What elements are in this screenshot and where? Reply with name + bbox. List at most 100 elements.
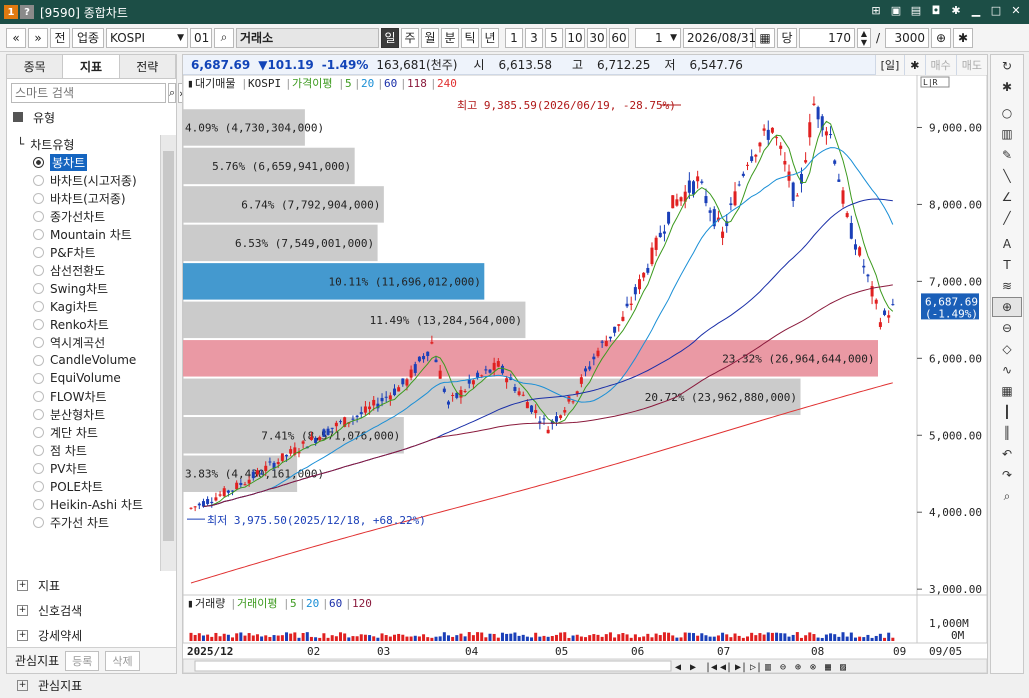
- chart-type-item[interactable]: 바차트(고저종): [7, 189, 176, 207]
- chart-type-item[interactable]: 계단 차트: [7, 423, 176, 441]
- grid-icon[interactable]: ▦: [992, 381, 1022, 401]
- period-day-button[interactable]: 일: [381, 28, 399, 48]
- chart-type-item[interactable]: Kagi차트: [7, 297, 176, 315]
- calendar-icon[interactable]: ▦: [755, 28, 775, 48]
- expand-plus-icon[interactable]: +: [17, 580, 28, 591]
- minute-3-button[interactable]: 3: [525, 28, 543, 48]
- smart-search-input[interactable]: [11, 83, 166, 103]
- chart-type-item[interactable]: 역시계곡선: [7, 333, 176, 351]
- period-tick-button[interactable]: 틱: [461, 28, 479, 48]
- chart-type-item[interactable]: 봉차트: [7, 153, 176, 171]
- expand-plus-icon[interactable]: +: [17, 605, 28, 616]
- text-icon[interactable]: T: [992, 255, 1022, 275]
- total-field[interactable]: 3000: [885, 28, 929, 48]
- minute-10-button[interactable]: 10: [565, 28, 585, 48]
- chart-type-item[interactable]: 삼선전환도: [7, 261, 176, 279]
- chart-type-item[interactable]: 주가선 차트: [7, 513, 176, 531]
- date-field[interactable]: 2026/08/31: [683, 28, 753, 48]
- chart-type-item[interactable]: EquiVolume: [7, 369, 176, 387]
- expand-plus-icon[interactable]: +: [17, 630, 28, 641]
- radio-icon[interactable]: [33, 193, 44, 204]
- delete-button[interactable]: 삭제: [105, 651, 139, 671]
- tree-group[interactable]: └ 차트유형: [7, 135, 176, 153]
- zoom-out-icon[interactable]: ⊖: [992, 318, 1022, 338]
- link-icon[interactable]: ⊞: [869, 4, 883, 17]
- scrollbar-thumb[interactable]: [163, 151, 174, 541]
- radio-icon[interactable]: [33, 517, 44, 528]
- radio-icon[interactable]: [33, 229, 44, 240]
- radio-icon[interactable]: [33, 337, 44, 348]
- settings-icon[interactable]: ✱: [992, 77, 1022, 97]
- radio-icon[interactable]: [33, 355, 44, 366]
- zoom-in-icon[interactable]: ⊕: [992, 297, 1022, 317]
- maximize-icon[interactable]: □: [989, 4, 1003, 17]
- minute-1-button[interactable]: 1: [505, 28, 523, 48]
- section-header[interactable]: + 관심지표: [7, 673, 176, 698]
- unit-select[interactable]: 1 ▼: [635, 28, 681, 48]
- section-header[interactable]: + 신호검색: [7, 598, 176, 623]
- radio-icon[interactable]: [33, 499, 44, 510]
- trend-line-icon[interactable]: ╲: [992, 166, 1022, 186]
- count-stepper[interactable]: ▲ ▼: [857, 28, 871, 48]
- minute-30-button[interactable]: 30: [587, 28, 607, 48]
- undo-icon[interactable]: ↶: [992, 444, 1022, 464]
- chart-type-item[interactable]: PV차트: [7, 459, 176, 477]
- radio-icon[interactable]: [33, 301, 44, 312]
- nav-down-button[interactable]: »: [28, 28, 48, 48]
- minute-60-button[interactable]: 60: [609, 28, 629, 48]
- straight-line-icon[interactable]: ╱: [992, 208, 1022, 228]
- radio-icon[interactable]: [33, 391, 44, 402]
- chart-type-item[interactable]: CandleVolume: [7, 351, 176, 369]
- category-header[interactable]: 유형: [7, 107, 176, 127]
- radio-icon[interactable]: [33, 211, 44, 222]
- chart-area[interactable]: 6,687.69 ▼101.19 -1.49% 163,681(천주) 시 6,…: [182, 54, 988, 674]
- period-year-button[interactable]: 년: [481, 28, 499, 48]
- search-icon[interactable]: ⌕: [168, 83, 176, 103]
- period-week-button[interactable]: 주: [401, 28, 419, 48]
- bars-icon[interactable]: ┃: [992, 402, 1022, 422]
- period-minute-button[interactable]: 분: [441, 28, 459, 48]
- radio-icon[interactable]: [33, 283, 44, 294]
- fib-icon[interactable]: ≋: [992, 276, 1022, 296]
- chart-type-item[interactable]: 점 차트: [7, 441, 176, 459]
- section-header[interactable]: + 지표: [7, 573, 176, 598]
- chart-type-item[interactable]: POLE차트: [7, 477, 176, 495]
- chart-type-item[interactable]: Swing차트: [7, 279, 176, 297]
- radio-icon[interactable]: [33, 409, 44, 420]
- camera-icon[interactable]: ◘: [929, 4, 943, 17]
- tree-scrollbar[interactable]: [160, 135, 176, 571]
- chart-type-item[interactable]: 바차트(시고저종): [7, 171, 176, 189]
- minute-5-button[interactable]: 5: [545, 28, 563, 48]
- search-icon[interactable]: ⌕: [992, 486, 1022, 506]
- radio-icon[interactable]: [33, 463, 44, 474]
- chart-type-item[interactable]: FLOW차트: [7, 387, 176, 405]
- close-icon[interactable]: ✕: [1009, 4, 1023, 17]
- radio-icon[interactable]: [33, 265, 44, 276]
- pattern-icon[interactable]: ◇: [992, 339, 1022, 359]
- chart-type-item[interactable]: P&F차트: [7, 243, 176, 261]
- settings-icon[interactable]: ✱: [949, 4, 963, 17]
- redo-icon[interactable]: ↷: [992, 465, 1022, 485]
- price-chart[interactable]: ▮ 대기매물 | KOSPI | 가격이평 | 5 | 20 | 60 | 118 | 240 L|R9,000…: [183, 75, 987, 673]
- radio-icon[interactable]: [33, 445, 44, 456]
- chart-type-item[interactable]: 종가선차트: [7, 207, 176, 225]
- tab-indicators[interactable]: 지표: [63, 55, 119, 78]
- tab-stocks[interactable]: 종목: [7, 55, 63, 78]
- bar-chart-icon[interactable]: ▥: [992, 124, 1022, 144]
- previous-symbol-button[interactable]: 전: [50, 28, 70, 48]
- circle-icon[interactable]: ○: [992, 103, 1022, 123]
- minimize-icon[interactable]: ▁: [969, 4, 983, 17]
- radio-icon[interactable]: [33, 175, 44, 186]
- buy-button[interactable]: 매수: [925, 55, 956, 75]
- reset-icon[interactable]: ↻: [992, 56, 1022, 76]
- market-type-button[interactable]: 업종: [72, 28, 104, 48]
- chart-scrollbar-thumb[interactable]: [195, 661, 671, 671]
- radio-icon[interactable]: [33, 481, 44, 492]
- copy-icon[interactable]: ▣: [889, 4, 903, 17]
- expand-plus-icon[interactable]: +: [17, 680, 28, 691]
- count-field[interactable]: 170: [799, 28, 855, 48]
- print-icon[interactable]: ▤: [909, 4, 923, 17]
- chart-settings-icon[interactable]: ✱: [953, 28, 973, 48]
- chart-type-item[interactable]: 분산형차트: [7, 405, 176, 423]
- symbol-select[interactable]: KOSPI ▼: [106, 28, 188, 48]
